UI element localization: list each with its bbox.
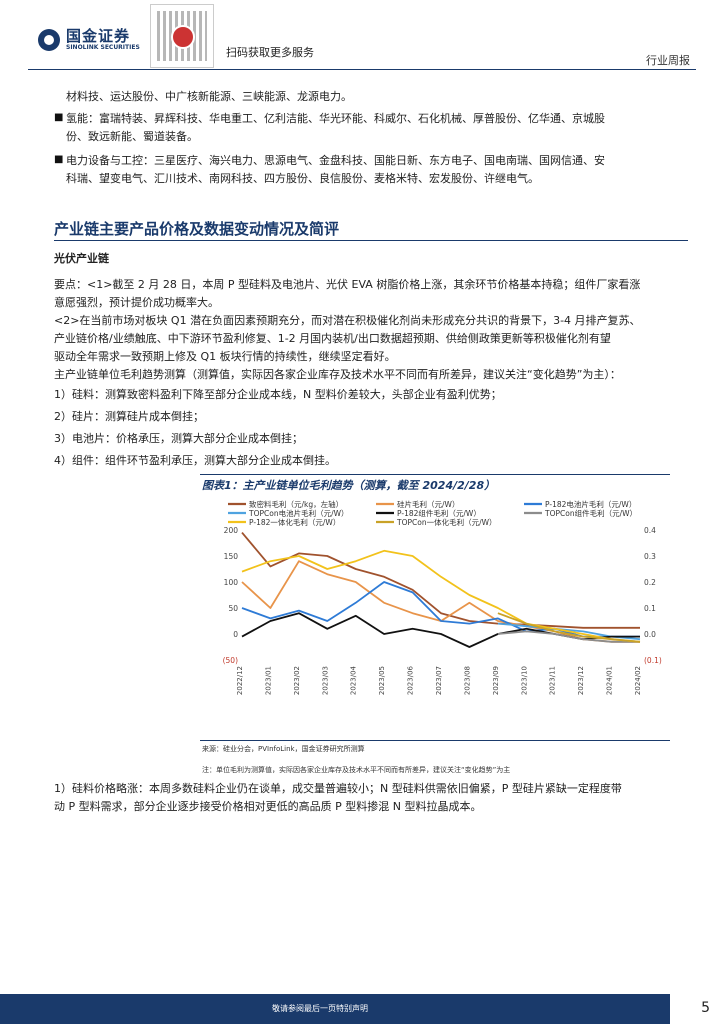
figure-title-rule	[200, 474, 670, 495]
series-line	[241, 532, 640, 629]
hydrogen-line-1: 氢能：富瑞特装、昇辉科技、华电重工、亿利洁能、华光环能、科威尔、石化机械、厚普股…	[66, 112, 605, 125]
polysilicon-line-2: 动 P 型料需求，部分企业逐步接受价格相对更低的高品质 P 型料掺混 N 型料拉…	[54, 800, 482, 813]
figure-source: 来源：硅业分会，PVInfoLink，国金证券研究所测算	[202, 745, 365, 753]
right-axis-tick: 0.0	[644, 630, 656, 639]
figure-note: 注：单位毛利为测算值，实际因各家企业库存及技术水平不同而有所差异，建议关注“变化…	[202, 766, 511, 774]
polysilicon-line-1: 1）硅料价格略涨：本周多数硅料企业仍在谈单，成交量普遍较小；N 型硅料供需依旧偏…	[54, 782, 622, 795]
bullet-icon: ■	[54, 112, 64, 123]
section-title: 产业链主要产品价格及数据变动情况及简评	[54, 220, 340, 238]
left-axis-tick: 0	[233, 630, 238, 639]
margin-trend-chart: 致密料毛利（元/kg，左轴） 硅片毛利（元/W） P-182电池片毛利（元/W）TO…	[223, 499, 662, 695]
logo-name-en: SINOLINK SECURITIES	[66, 44, 140, 51]
x-axis-tick: 2023/01	[264, 666, 272, 695]
x-axis-tick: 2024/01	[606, 666, 614, 695]
intro-line: 材料技、运达股份、中广核新能源、三峡能源、龙源电力。	[66, 90, 352, 103]
x-axis-tick: 2023/11	[549, 666, 557, 695]
figure-bottom-rule	[200, 740, 670, 741]
margin-item-wafer: 2）硅片：测算硅片成本倒挂；	[54, 410, 204, 423]
right-axis-tick: 0.4	[644, 526, 656, 535]
margin-item-module: 4）组件：组件环节盈利承压，测算大部分企业成本倒挂。	[54, 454, 336, 467]
key-points-paragraph-2: <2>在当前市场对板块 Q1 潜在负面因素预期充分，而对潜在积极催化剂尚未形成充…	[54, 312, 690, 366]
page-number: 5	[701, 1000, 710, 1016]
margin-item-cell: 3）电池片：价格承压，测算大部分企业成本倒挂；	[54, 432, 303, 445]
scan-prompt: 扫码获取更多服务	[226, 46, 314, 59]
section-divider	[54, 240, 688, 241]
chart-axes: (50) 0 50 100 150 200 (0.1) 0.0 0.1 0.2 0.3 0.4 2022…	[223, 526, 662, 695]
right-axis-tick: (0.1)	[644, 656, 662, 665]
left-axis-tick: 50	[228, 604, 238, 613]
right-axis-tick: 0.3	[644, 552, 656, 561]
page-footer: 敬请参阅最后一页特别声明 5	[0, 994, 724, 1024]
x-axis-tick: 2023/02	[293, 666, 301, 695]
key-points-paragraph-1: 要点：<1>截至 2 月 28 日，本周 P 型硅料及电池片、光伏 EVA 树脂…	[54, 276, 690, 312]
legend-label: 硅片毛利（元/W）	[397, 499, 459, 509]
x-axis-tick: 2023/04	[350, 665, 358, 695]
legend-label: P-182组件毛利（元/W）	[397, 508, 481, 518]
legend-label: TOPCon一体化毛利（元/W）	[396, 517, 497, 527]
page-header: 国金证券 SINOLINK SECURITIES 扫码获取更多服务 行业周报	[0, 0, 724, 72]
margin-trend-intro: 主产业链单位毛利趋势测算（测算值，实际因各家企业库存及技术水平不同而有所差异，建…	[54, 368, 621, 381]
legend-label: P-182电池片毛利（元/W）	[545, 499, 636, 509]
series-line	[241, 560, 640, 643]
logo-mark-icon	[38, 29, 60, 51]
power-list: 电力设备与工控：三星医疗、海兴电力、思源电气、金盘科技、国能日新、东方电子、国电…	[66, 152, 690, 188]
polysilicon-price-paragraph: 1）硅料价格略涨：本周多数硅料企业仍在谈单，成交量普遍较小；N 型硅料供需依旧偏…	[54, 780, 690, 816]
legend-label: 致密料毛利（元/kg，左轴）	[249, 499, 343, 509]
legend-label: TOPCon电池片毛利（元/W）	[248, 508, 349, 518]
x-axis-tick: 2022/12	[236, 666, 244, 695]
bullet-icon: ■	[54, 154, 64, 165]
p1-line-1: 要点：<1>截至 2 月 28 日，本周 P 型硅料及电池片、光伏 EVA 树脂…	[54, 278, 641, 291]
left-axis-tick: 150	[224, 552, 239, 561]
brand-logo: 国金证券 SINOLINK SECURITIES	[38, 28, 140, 52]
logo-name-cn: 国金证券	[66, 27, 131, 45]
left-axis-tick: 200	[224, 526, 239, 535]
x-axis-tick: 2023/07	[435, 666, 443, 695]
p2-line-1: <2>在当前市场对板块 Q1 潜在负面因素预期充分，而对潜在积极催化剂尚未形成充…	[54, 314, 641, 327]
x-axis-tick: 2023/12	[577, 666, 585, 695]
footer-disclaimer: 敬请参阅最后一页特别声明	[272, 1004, 368, 1013]
report-type-label: 行业周报	[646, 54, 690, 67]
chart-series	[241, 532, 641, 648]
x-axis-tick: 2023/05	[378, 666, 386, 695]
margin-item-polysilicon: 1）硅料：测算致密料盈利下降至部分企业成本线，N 型料价差较大，头部企业有盈利优…	[54, 388, 502, 401]
series-line	[497, 630, 640, 643]
legend-label: TOPCon组件毛利（元/W）	[544, 508, 637, 518]
chart-legend: 致密料毛利（元/kg，左轴） 硅片毛利（元/W） P-182电池片毛利（元/W）TO…	[228, 499, 637, 527]
power-line-2: 科瑞、望变电气、汇川技术、南网科技、四方股份、良信股份、麦格米特、宏发股份、许继…	[66, 172, 539, 185]
p2-line-2: 产业链价格/业绩触底、中下游环节盈利修复、1-2 月国内装机/出口数据超预期、供…	[54, 332, 611, 345]
x-axis-tick: 2023/09	[492, 666, 500, 695]
hydrogen-line-2: 份、致远新能、蜀道装备。	[66, 130, 198, 143]
x-axis-tick: 2023/03	[321, 666, 329, 695]
series-line	[241, 612, 640, 648]
subsection-title: 光伏产业链	[54, 252, 109, 265]
series-line	[241, 549, 641, 643]
right-axis-tick: 0.1	[644, 604, 656, 613]
p2-line-3: 驱动全年需求一致预期上修及 Q1 板块行情的持续性，继续坚定看好。	[54, 350, 396, 363]
x-axis-tick: 2023/10	[520, 666, 528, 695]
x-axis-tick: 2023/06	[407, 665, 415, 695]
figure-title: 图表1：主产业链单位毛利趋势（测算，截至 2024/2/28）	[202, 479, 496, 492]
hydrogen-list: 氢能：富瑞特装、昇辉科技、华电重工、亿利洁能、华光环能、科威尔、石化机械、厚普股…	[66, 110, 690, 146]
page-number-box: 5	[670, 994, 724, 1024]
header-divider	[28, 69, 696, 70]
series-line	[497, 612, 641, 643]
x-axis-tick: 2024/02	[634, 666, 642, 695]
p1-line-2: 意愿强烈，预计提价成功概率大。	[54, 296, 219, 309]
left-axis-tick: (50)	[223, 656, 238, 665]
power-line-1: 电力设备与工控：三星医疗、海兴电力、思源电气、金盘科技、国能日新、东方电子、国电…	[66, 154, 605, 167]
legend-label: P-182一体化毛利（元/W）	[249, 517, 340, 527]
x-axis-tick: 2023/08	[463, 666, 471, 695]
left-axis-tick: 100	[224, 578, 239, 587]
right-axis-tick: 0.2	[644, 578, 656, 587]
qr-code-icon[interactable]	[150, 4, 214, 68]
